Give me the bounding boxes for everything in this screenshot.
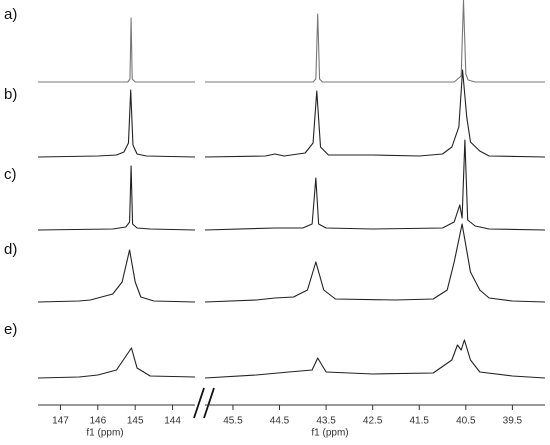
x-tick-label: 145: [127, 416, 144, 427]
spectrum-trace: [204, 139, 546, 231]
x-axis-label: f1 (ppm): [86, 428, 123, 439]
x-tick-label: 41.5: [410, 416, 430, 427]
spectrum-trace: [37, 347, 196, 379]
series-label: d): [4, 241, 17, 258]
x-tick-label: 39.5: [503, 416, 523, 427]
axis-break: [203, 387, 215, 419]
x-tick-label: 43.5: [316, 416, 336, 427]
x-tick-label: 40.5: [456, 416, 476, 427]
series-label: a): [4, 6, 17, 23]
spectrum-trace: [38, 17, 195, 83]
spectrum-trace: [204, 69, 546, 158]
x-tick-label: 144: [164, 416, 181, 427]
x-tick-label: 44.5: [270, 416, 290, 427]
x-axis-label: f1 (ppm): [311, 428, 348, 439]
series-label: b): [4, 86, 17, 103]
axis-break: [193, 387, 205, 419]
series-label: e): [4, 321, 17, 338]
x-tick-label: 42.5: [363, 416, 383, 427]
series-label: c): [4, 166, 17, 183]
x-tick-label: 45.5: [223, 416, 243, 427]
spectrum-trace: [37, 165, 196, 231]
spectrum-trace: [37, 89, 196, 158]
x-tick-label: 146: [89, 416, 106, 427]
x-tick-label: 147: [52, 416, 69, 427]
spectrum-trace: [37, 249, 196, 303]
spectrum-trace: [204, 223, 546, 303]
spectrum-trace: [204, 339, 546, 379]
spectrum-trace: [205, 0, 545, 83]
